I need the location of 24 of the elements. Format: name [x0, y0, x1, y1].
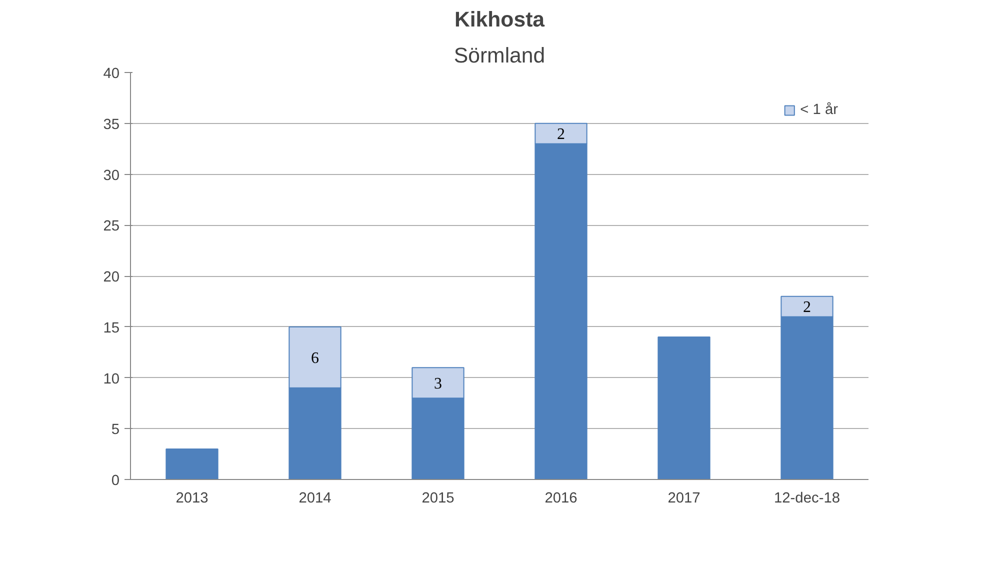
- x-tick-label: 2014: [298, 490, 332, 506]
- x-tick-label: 2016: [544, 490, 578, 506]
- y-tick-label: 10: [103, 371, 120, 388]
- chart-subtitle: Sörmland: [454, 44, 546, 68]
- x-tick-label: 2015: [422, 490, 454, 506]
- bar: [166, 448, 218, 480]
- y-tick-label: 25: [103, 218, 120, 235]
- x-tick-label: 12-dec-18: [774, 490, 840, 506]
- y-tick-label: 20: [103, 270, 120, 286]
- y-tick-label: 35: [103, 116, 120, 133]
- data-label: 2: [557, 126, 565, 144]
- data-label: 2: [803, 299, 811, 316]
- y-tick-label: 30: [103, 168, 120, 184]
- y-tick-label: 5: [111, 422, 120, 438]
- data-label: 3: [434, 375, 442, 392]
- y-tick-label: 40: [103, 66, 120, 82]
- y-tick-label: 15: [103, 320, 120, 336]
- legend-label: < 1 år: [800, 102, 838, 118]
- bar: [658, 336, 710, 480]
- y-tick-label: 0: [111, 473, 120, 489]
- chart-title: Kikhosta: [454, 8, 545, 32]
- data-label: 6: [311, 350, 319, 367]
- x-tick-label: 2017: [668, 490, 700, 506]
- x-tick-label: 2013: [176, 490, 208, 506]
